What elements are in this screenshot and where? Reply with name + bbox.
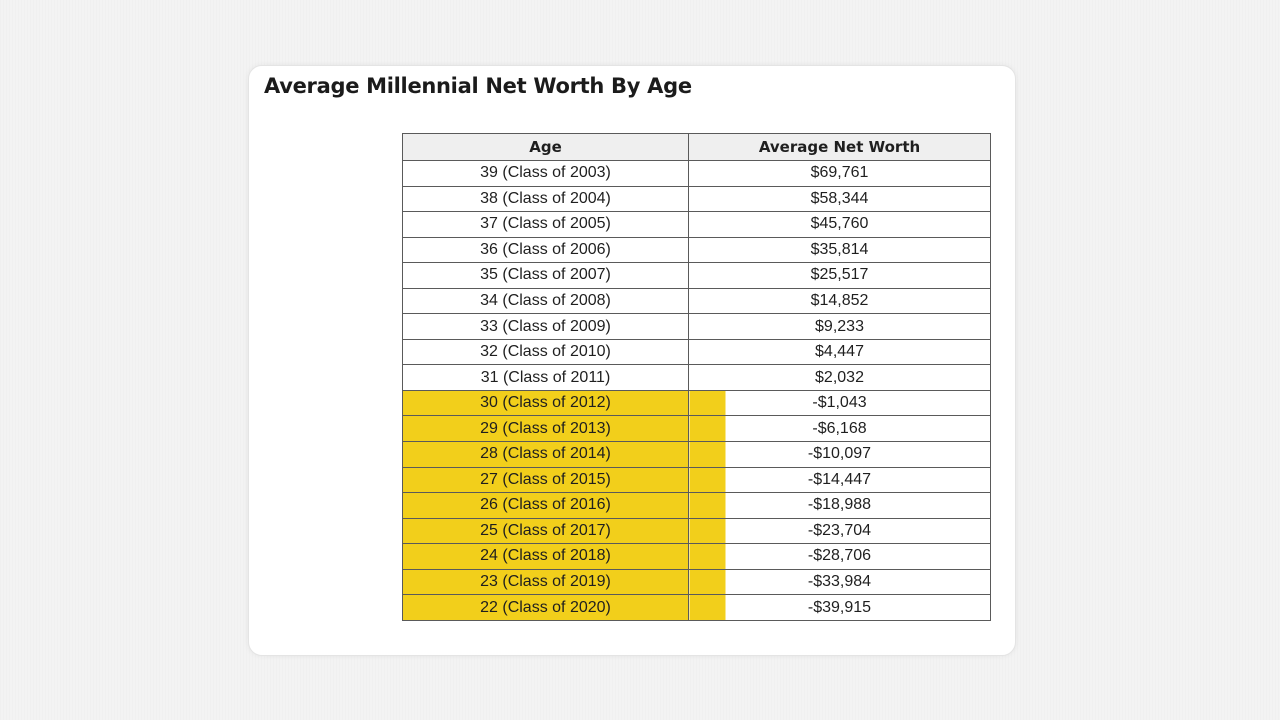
net-worth-cell: $4,447: [688, 338, 991, 366]
age-cell: 24 (Class of 2018): [402, 543, 689, 570]
chart-title: Average Millennial Net Worth By Age: [264, 74, 692, 98]
net-worth-cell: $69,761: [688, 160, 991, 187]
age-cell: 37 (Class of 2005): [402, 211, 689, 238]
age-cell: 28 (Class of 2014): [402, 441, 689, 468]
age-cell: 26 (Class of 2016): [402, 492, 689, 519]
table-row: 36 (Class of 2006) $35,814: [402, 236, 991, 264]
net-worth-cell: -$18,988: [688, 492, 991, 519]
net-worth-cell: -$23,704: [688, 517, 991, 545]
net-worth-cell: $2,032: [688, 364, 991, 391]
table-row: 29 (Class of 2013) -$6,168: [402, 415, 991, 443]
net-worth-cell: -$28,706: [688, 543, 991, 570]
table-row: 38 (Class of 2004) $58,344: [402, 185, 991, 213]
table-row: 28 (Class of 2014) -$10,097: [402, 441, 991, 468]
age-cell: 31 (Class of 2011): [402, 364, 689, 391]
age-cell: 36 (Class of 2006): [402, 236, 689, 264]
age-cell: 25 (Class of 2017): [402, 517, 689, 545]
net-worth-cell: -$6,168: [688, 415, 991, 443]
table-row: 32 (Class of 2010) $4,447: [402, 338, 991, 366]
net-worth-table: Age Average Net Worth 39 (Class of 2003)…: [402, 133, 991, 621]
column-header-age: Age: [402, 133, 689, 161]
table-row: 39 (Class of 2003) $69,761: [402, 160, 991, 187]
net-worth-cell: -$14,447: [688, 466, 991, 494]
net-worth-cell: $14,852: [688, 287, 991, 315]
net-worth-cell: $35,814: [688, 236, 991, 264]
age-cell: 27 (Class of 2015): [402, 466, 689, 494]
age-cell: 30 (Class of 2012): [402, 389, 689, 417]
table-row: 27 (Class of 2015) -$14,447: [402, 466, 991, 494]
table-header-row: Age Average Net Worth: [402, 133, 991, 161]
table-container: Age Average Net Worth 39 (Class of 2003)…: [402, 133, 991, 621]
net-worth-cell: $45,760: [688, 211, 991, 238]
table-row: 24 (Class of 2018) -$28,706: [402, 543, 991, 570]
age-cell: 22 (Class of 2020): [402, 594, 689, 621]
age-cell: 34 (Class of 2008): [402, 287, 689, 315]
table-card: Average Millennial Net Worth By Age Age …: [248, 65, 1016, 656]
table-row: 26 (Class of 2016) -$18,988: [402, 492, 991, 519]
age-cell: 33 (Class of 2009): [402, 313, 689, 340]
table-row: 35 (Class of 2007) $25,517: [402, 262, 991, 289]
net-worth-cell: $25,517: [688, 262, 991, 289]
net-worth-cell: -$39,915: [688, 594, 991, 621]
table-body: 39 (Class of 2003) $69,761 38 (Class of 20…: [402, 160, 991, 621]
age-cell: 29 (Class of 2013): [402, 415, 689, 443]
table-row: 33 (Class of 2009) $9,233: [402, 313, 991, 340]
age-cell: 32 (Class of 2010): [402, 338, 689, 366]
net-worth-cell: -$33,984: [688, 568, 991, 596]
table-row: 25 (Class of 2017) -$23,704: [402, 517, 991, 545]
net-worth-cell: $58,344: [688, 185, 991, 213]
age-cell: 38 (Class of 2004): [402, 185, 689, 213]
age-cell: 39 (Class of 2003): [402, 160, 689, 187]
age-cell: 35 (Class of 2007): [402, 262, 689, 289]
net-worth-cell: -$1,043: [688, 389, 991, 417]
table-row: 34 (Class of 2008) $14,852: [402, 287, 991, 315]
table-row: 30 (Class of 2012) -$1,043: [402, 389, 991, 417]
table-row: 31 (Class of 2011) $2,032: [402, 364, 991, 391]
column-header-net-worth: Average Net Worth: [688, 133, 991, 161]
table-row: 37 (Class of 2005) $45,760: [402, 211, 991, 238]
table-row: 22 (Class of 2020) -$39,915: [402, 594, 991, 621]
table-row: 23 (Class of 2019) -$33,984: [402, 568, 991, 596]
net-worth-cell: -$10,097: [688, 441, 991, 468]
age-cell: 23 (Class of 2019): [402, 568, 689, 596]
net-worth-cell: $9,233: [688, 313, 991, 340]
